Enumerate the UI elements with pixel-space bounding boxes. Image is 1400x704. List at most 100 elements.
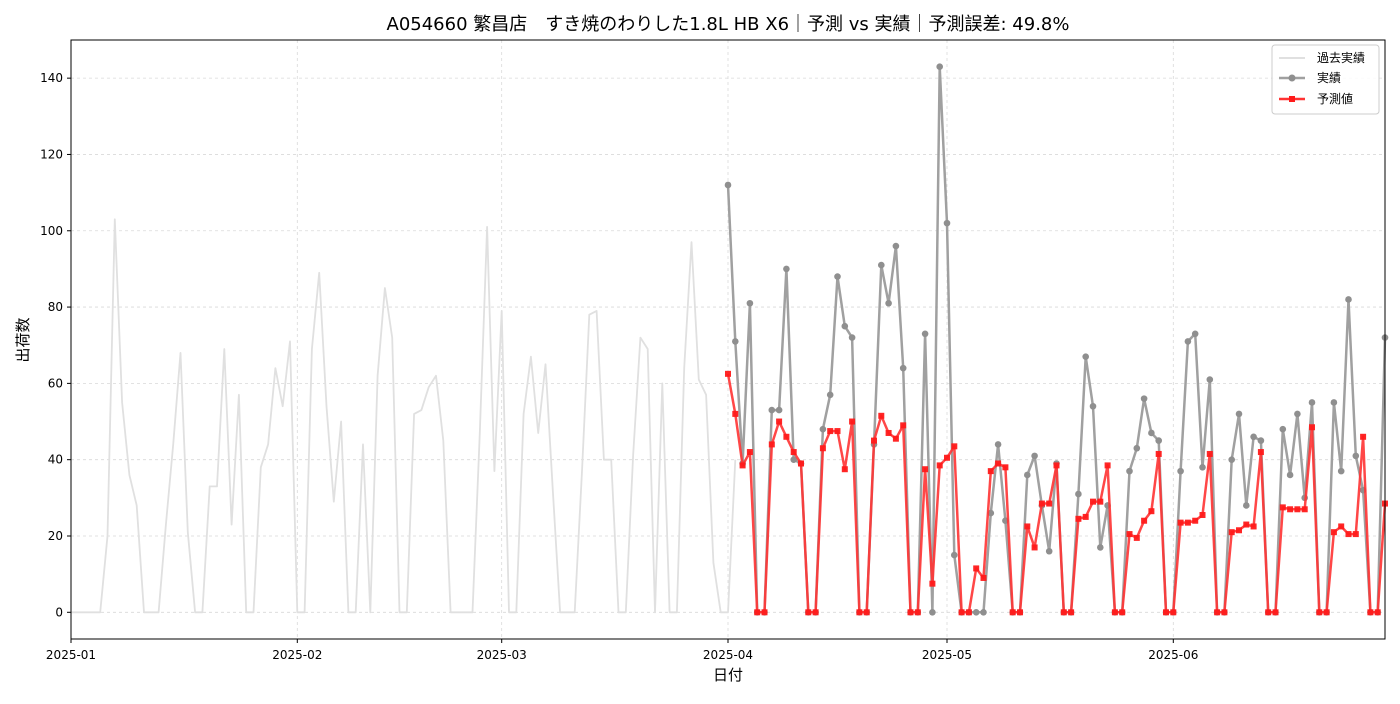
actual-point xyxy=(1294,410,1301,418)
forecast-point xyxy=(1309,424,1315,431)
forecast-point xyxy=(1287,506,1294,513)
forecast-point xyxy=(1148,508,1155,515)
forecast-point xyxy=(1097,498,1104,505)
forecast-point xyxy=(834,428,841,435)
forecast-point xyxy=(1163,609,1169,616)
actual-point xyxy=(878,261,885,269)
forecast-point xyxy=(1126,531,1133,538)
forecast-point xyxy=(900,422,907,429)
legend-forecast-marker xyxy=(1289,96,1295,102)
actual-point xyxy=(1330,399,1338,406)
forecast-point xyxy=(1360,433,1367,440)
forecast-point xyxy=(914,609,921,616)
forecast-point xyxy=(965,609,972,616)
grid-lines xyxy=(70,40,1385,639)
actual-point xyxy=(899,364,907,372)
forecast-point xyxy=(819,445,826,452)
forecast-point xyxy=(1301,506,1308,513)
forecast-point xyxy=(1111,609,1118,616)
x-tick-label: 2025-04 xyxy=(703,648,753,662)
actual-point xyxy=(1243,502,1250,509)
series-layer xyxy=(71,63,1389,616)
forecast-point xyxy=(944,454,950,461)
actual-point xyxy=(1126,467,1133,475)
actual-point xyxy=(1097,544,1104,551)
y-tick-label: 20 xyxy=(48,529,63,543)
forecast-point xyxy=(1017,609,1023,616)
forecast-point xyxy=(1214,609,1221,616)
actual-point xyxy=(732,338,739,345)
forecast-point xyxy=(746,449,753,456)
y-tick-label: 60 xyxy=(48,376,63,390)
series-line-history xyxy=(71,218,737,614)
forecast-point xyxy=(1119,609,1126,616)
legend-history-label: 過去実績 xyxy=(1317,50,1365,65)
forecast-point xyxy=(1090,498,1096,505)
legend-forecast-label: 予測値 xyxy=(1317,91,1353,106)
forecast-point xyxy=(1257,449,1264,456)
forecast-point xyxy=(1338,523,1345,530)
forecast-point xyxy=(1170,609,1177,616)
forecast-point xyxy=(1221,609,1228,616)
forecast-point xyxy=(739,462,746,469)
forecast-point xyxy=(725,370,731,377)
forecast-point xyxy=(1265,609,1272,616)
actual-point xyxy=(1286,471,1294,479)
forecast-point xyxy=(929,580,936,587)
x-tick-label: 2025-01 xyxy=(46,648,96,662)
x-tick-label: 2025-02 xyxy=(272,648,322,662)
actual-point xyxy=(943,219,951,227)
forecast-point xyxy=(995,460,1002,467)
actual-point xyxy=(783,265,790,273)
actual-point xyxy=(1155,437,1162,444)
forecast-point xyxy=(1199,512,1206,519)
forecast-point xyxy=(973,565,980,572)
forecast-point xyxy=(1294,506,1301,513)
forecast-point xyxy=(1316,609,1323,616)
forecast-point xyxy=(1184,519,1191,526)
actual-point xyxy=(790,456,797,463)
forecast-point xyxy=(878,412,885,419)
actual-point xyxy=(1250,433,1257,441)
forecast-point xyxy=(1374,609,1381,616)
forecast-point xyxy=(1053,462,1060,469)
forecast-point xyxy=(812,609,819,616)
forecast-point xyxy=(1236,527,1242,534)
forecast-point xyxy=(776,418,783,425)
actual-point xyxy=(1199,464,1206,471)
forecast-point xyxy=(805,609,812,616)
actual-point xyxy=(1031,452,1038,460)
forecast-point xyxy=(863,609,870,616)
forecast-point xyxy=(1141,517,1148,524)
legend-actual-marker xyxy=(1288,74,1296,82)
forecast-point xyxy=(1272,609,1279,616)
forecast-point xyxy=(1009,609,1016,616)
legend-actual-label: 実績 xyxy=(1317,70,1341,85)
forecast-point xyxy=(1352,531,1359,538)
tick-layer: 0 20 40 60 80 100 120 140 2025-01 2025-02 2025-03 2… xyxy=(40,71,1198,662)
forecast-point xyxy=(1250,523,1257,530)
actual-point xyxy=(980,608,987,616)
forecast-point xyxy=(827,428,834,435)
actual-point xyxy=(841,322,849,330)
actual-point xyxy=(929,608,936,616)
forecast-point xyxy=(856,609,863,616)
forecast-point xyxy=(1075,515,1082,522)
forecast-point xyxy=(922,466,929,473)
y-tick-label: 40 xyxy=(48,453,63,467)
y-axis-label: 出荷数 xyxy=(14,317,32,362)
forecast-point xyxy=(1002,464,1009,471)
forecast-point xyxy=(987,468,994,475)
actual-point xyxy=(746,299,754,307)
actual-point xyxy=(1148,429,1155,437)
actual-point xyxy=(1089,402,1097,410)
forecast-point xyxy=(1279,504,1286,511)
forecast-point xyxy=(1104,462,1111,469)
actual-point xyxy=(1045,547,1053,555)
actual-point xyxy=(1257,437,1265,444)
actual-point xyxy=(885,299,892,307)
legend: 過去実績 実績 予測値 xyxy=(1271,44,1380,115)
forecast-point xyxy=(936,462,943,469)
